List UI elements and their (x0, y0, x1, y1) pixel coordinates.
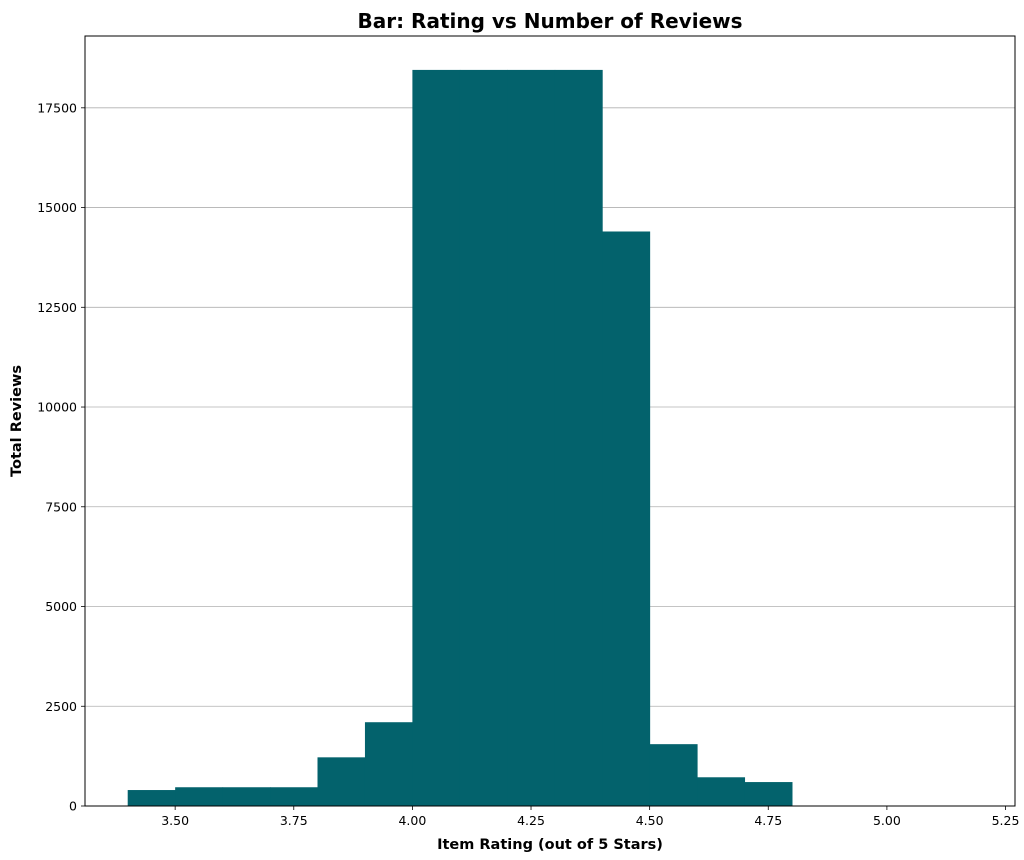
x-axis-ticks: 3.50 3.75 4.00 4.25 4.50 4.75 5.00 5.25 (161, 806, 1019, 828)
bar-0 (127, 790, 176, 806)
y-tick-label: 0 (69, 799, 77, 814)
y-tick-label: 12500 (37, 300, 77, 315)
bar-5 (364, 722, 413, 806)
y-tick-label: 7500 (45, 499, 77, 514)
bar-7 (459, 69, 508, 806)
x-tick-label: 4.50 (636, 813, 664, 828)
y-tick-label: 17500 (37, 100, 77, 115)
x-axis-label: Item Rating (out of 5 Stars) (437, 837, 663, 853)
bar-2 (222, 787, 271, 806)
y-tick-label: 5000 (45, 599, 77, 614)
bar-11 (649, 744, 698, 806)
bar-10 (602, 231, 651, 806)
x-tick-label: 5.00 (873, 813, 901, 828)
bar-9 (554, 69, 603, 806)
y-axis-label: Total Reviews (9, 365, 25, 477)
x-tick-label: 5.25 (992, 813, 1020, 828)
bar-4 (317, 757, 366, 806)
y-tick-label: 10000 (37, 400, 77, 415)
bar-12 (697, 777, 746, 806)
bar-8 (507, 69, 556, 806)
x-tick-label: 3.75 (280, 813, 308, 828)
bar-6 (412, 69, 461, 806)
y-tick-label: 2500 (45, 699, 77, 714)
chart-title: Bar: Rating vs Number of Reviews (357, 9, 742, 33)
x-tick-label: 4.25 (517, 813, 545, 828)
bar-13 (744, 782, 793, 806)
plot-frame (84, 35, 1016, 807)
bar-1 (175, 787, 224, 806)
x-tick-label: 3.50 (161, 813, 189, 828)
y-tick-label: 15000 (37, 200, 77, 215)
y-axis-ticks: 0 2500 5000 7500 10000 12500 15000 17500 (37, 100, 85, 814)
bars (127, 69, 793, 806)
bar-3 (270, 787, 318, 806)
x-tick-label: 4.75 (754, 813, 782, 828)
x-tick-label: 4.00 (398, 813, 426, 828)
